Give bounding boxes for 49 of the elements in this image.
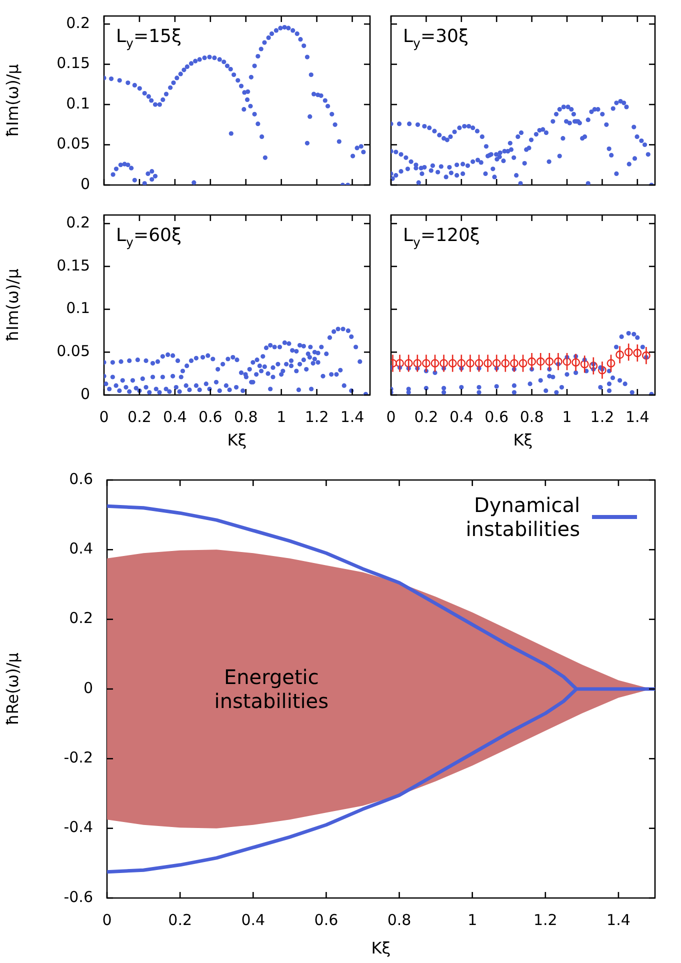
x-tick-label: 1 bbox=[562, 408, 572, 426]
x-tick-label: 0.8 bbox=[387, 910, 412, 929]
x-tick-label: 1.4 bbox=[340, 408, 364, 426]
x-tick-label: 1 bbox=[276, 408, 286, 426]
y-tick-label: 0.15 bbox=[56, 54, 90, 72]
x-tick-label: 1.4 bbox=[606, 910, 630, 929]
x-tick-label: 0.6 bbox=[314, 910, 338, 929]
x-tick-label: 0.2 bbox=[414, 408, 438, 426]
y-axis-title: ħIm(ω)/μ bbox=[2, 268, 22, 342]
y-tick-label: 0.15 bbox=[56, 256, 90, 274]
y-axis-title: ħIm(ω)/μ bbox=[2, 64, 22, 137]
x-tick-label: 1.2 bbox=[304, 408, 329, 426]
x-tick-label: 0.8 bbox=[234, 408, 258, 426]
y-tick-label: 0.2 bbox=[66, 14, 90, 32]
x-tick-label: 0 bbox=[386, 408, 396, 426]
x-tick-label: 0.2 bbox=[168, 910, 192, 929]
y-tick-label: -0.2 bbox=[64, 748, 93, 767]
x-tick-label: 0.6 bbox=[484, 408, 509, 426]
x-tick-label: 1.4 bbox=[625, 408, 650, 426]
x-tick-label: 0.4 bbox=[163, 408, 187, 426]
x-axis-title: Kξ bbox=[227, 430, 247, 450]
y-tick-label: 0.2 bbox=[69, 609, 93, 628]
x-axis-title: Kξ bbox=[513, 430, 533, 450]
y-tick-label: 0 bbox=[80, 174, 90, 193]
y-tick-label: 0.05 bbox=[56, 134, 90, 153]
x-tick-label: 0.2 bbox=[128, 408, 152, 426]
y-axis-title: ħRe(ω)/μ bbox=[2, 652, 22, 726]
y-tick-label: 0.6 bbox=[69, 470, 93, 488]
y-tick-label: 0.05 bbox=[56, 342, 90, 360]
y-tick-label: 0 bbox=[83, 678, 93, 697]
x-tick-label: 1.2 bbox=[533, 910, 558, 929]
y-tick-label: -0.4 bbox=[64, 818, 93, 836]
x-tick-label: 0 bbox=[99, 408, 109, 426]
x-tick-label: 1.2 bbox=[590, 408, 614, 426]
y-tick-label: -0.6 bbox=[64, 888, 93, 906]
x-tick-label: 0.6 bbox=[198, 408, 222, 426]
x-tick-label: 0.8 bbox=[520, 408, 544, 426]
y-tick-label: 0.1 bbox=[66, 299, 90, 318]
series-label: Energetic instabilities bbox=[214, 665, 329, 713]
x-tick-label: 0.4 bbox=[449, 408, 474, 426]
y-tick-label: 0 bbox=[80, 384, 90, 403]
y-tick-label: 0.1 bbox=[66, 94, 90, 112]
x-tick-label: 0.4 bbox=[241, 910, 266, 929]
x-tick-label: 1 bbox=[468, 910, 478, 929]
y-tick-label: 0.2 bbox=[66, 213, 90, 232]
y-tick-label: 0.4 bbox=[69, 540, 93, 558]
x-tick-label: 0 bbox=[102, 910, 112, 929]
legend-label: Dynamical instabilities bbox=[466, 493, 580, 541]
x-axis-title: Kξ bbox=[371, 938, 391, 958]
